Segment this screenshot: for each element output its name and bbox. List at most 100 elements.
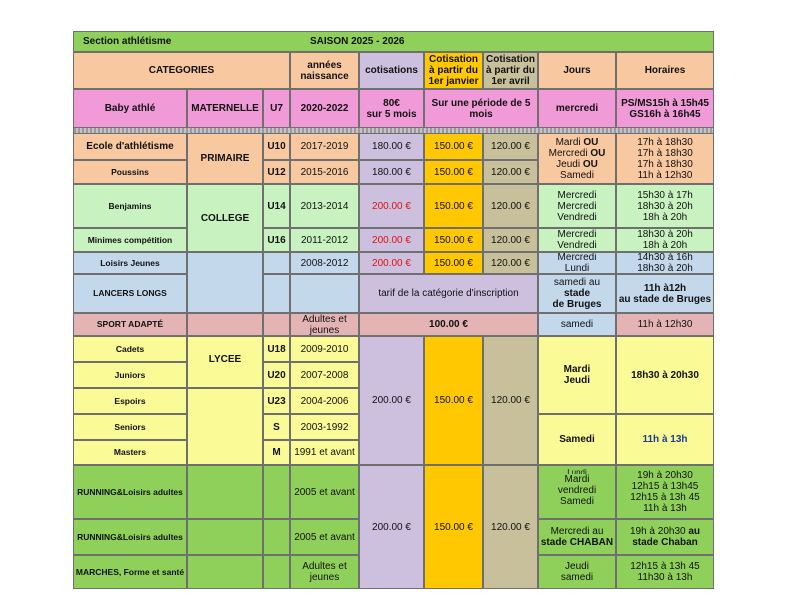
title-row: Section athlétisme SAISON 2025 - 2026: [73, 31, 714, 52]
lycee-jours-samedi: Samedi: [538, 414, 616, 465]
marches-code-blank: [263, 555, 290, 589]
benjamins-years: 2013-2014: [290, 184, 359, 228]
marches-jours: Jeudi samedi: [538, 555, 616, 589]
running1-name: RUNNING&Loisirs adultes: [73, 465, 187, 519]
poussins-code: U12: [263, 160, 290, 184]
poussins-cotisation-avril: 120.00 €: [483, 160, 538, 184]
season-title: SAISON 2025 - 2026: [310, 36, 405, 47]
adultes-cotisation: 200.00 €: [359, 465, 424, 589]
header-jours: Jours: [538, 52, 616, 89]
header-cotisation-avril: Cotisation à partir du 1er avril: [483, 52, 538, 89]
loisirs-cotisation-janvier: 150.00 €: [424, 252, 483, 274]
baby-code: U7: [263, 89, 290, 128]
running2-horaires: 19h à 20h30 au stade Chaban: [616, 519, 714, 555]
minimes-cotisation-avril: 120.00 €: [483, 228, 538, 252]
baby-jours: mercredi: [538, 89, 616, 128]
ecole-cotisation: 180.00 €: [359, 133, 424, 160]
masters-years: 1991 et avant: [290, 440, 359, 465]
poussins-name: Poussins: [73, 160, 187, 184]
group-primaire: PRIMAIRE: [187, 133, 263, 184]
running1-jours: Lundi Mardi vendredi Samedi: [538, 465, 616, 519]
adapte-name: SPORT ADAPTÉ: [73, 313, 187, 336]
minimes-cotisation-janvier: 150.00 €: [424, 228, 483, 252]
baby-group: MATERNELLE: [187, 89, 263, 128]
adultes-cotisation-avril: 120.00 €: [483, 465, 538, 589]
lancers-tarif: tarif de la catégorie d'inscription: [359, 274, 538, 313]
adapte-group-blank: [187, 313, 263, 336]
separator-band: [73, 128, 714, 133]
minimes-jours: Mercredi Vendredi: [538, 228, 616, 252]
seniors-name: Seniors: [73, 414, 187, 440]
benjamins-cotisation-avril: 120.00 €: [483, 184, 538, 228]
cadets-name: Cadets: [73, 336, 187, 362]
header-cotisation-janvier: Cotisation à partir du 1er janvier: [424, 52, 483, 89]
lancers-name: LANCERS LONGS: [73, 274, 187, 313]
running2-group-blank: [187, 519, 263, 555]
running1-code-blank: [263, 465, 290, 519]
lycee-jours-semaine: Mardi Jeudi: [538, 336, 616, 414]
lycee-cotisation-avril: 120.00 €: [483, 336, 538, 465]
running1-group-blank: [187, 465, 263, 519]
loisirs-name: Loisirs Jeunes: [73, 252, 187, 274]
minimes-years: 2011-2012: [290, 228, 359, 252]
masters-code: M: [263, 440, 290, 465]
benjamins-code: U14: [263, 184, 290, 228]
minimes-name: Minimes compétition: [73, 228, 187, 252]
benjamins-cotisation: 200.00 €: [359, 184, 424, 228]
loisirs-lancers-group-blank: [187, 252, 263, 313]
poussins-cotisation: 180.00 €: [359, 160, 424, 184]
poussins-cotisation-janvier: 150.00 €: [424, 160, 483, 184]
adapte-jours: samedi: [538, 313, 616, 336]
loisirs-code-blank: [263, 252, 290, 274]
group-college: COLLEGE: [187, 184, 263, 252]
header-horaires: Horaires: [616, 52, 714, 89]
minimes-code: U16: [263, 228, 290, 252]
seniors-code: S: [263, 414, 290, 440]
ecole-cotisation-avril: 120.00 €: [483, 133, 538, 160]
lycee-horaires-semaine: 18h30 à 20h30: [616, 336, 714, 414]
lancers-code-blank: [263, 274, 290, 313]
espoirs-years: 2004-2006: [290, 388, 359, 414]
loisirs-horaires: 14h30 à 16h 18h30 à 20h: [616, 252, 714, 274]
ecole-code: U10: [263, 133, 290, 160]
header-cotisations: cotisations: [359, 52, 424, 89]
baby-price: 80€ sur 5 mois: [359, 89, 424, 128]
lycee-group-blank: [187, 388, 263, 465]
seniors-years: 2003-1992: [290, 414, 359, 440]
marches-years: Adultes et jeunes: [290, 555, 359, 589]
running2-jours: Mercredi au stade CHABAN: [538, 519, 616, 555]
adapte-horaires: 11h à 12h30: [616, 313, 714, 336]
adapte-price: 100.00 €: [359, 313, 538, 336]
header-annees: années naissance: [290, 52, 359, 89]
loisirs-jours: Mercredi Lundi: [538, 252, 616, 274]
section-title: Section athlétisme: [83, 36, 172, 47]
marches-group-blank: [187, 555, 263, 589]
lycee-cotisation: 200.00 €: [359, 336, 424, 465]
running1-years: 2005 et avant: [290, 465, 359, 519]
adapte-years: Adultes et jeunes: [290, 313, 359, 336]
header-categories: CATEGORIES: [73, 52, 290, 89]
baby-years: 2020-2022: [290, 89, 359, 128]
ecole-name: Ecole d'athlétisme: [73, 133, 187, 160]
primaire-jours: Mardi OU Mercredi OU Jeudi OU Samedi: [538, 133, 616, 184]
juniors-years: 2007-2008: [290, 362, 359, 388]
adultes-cotisation-janvier: 150.00 €: [424, 465, 483, 589]
primaire-horaires: 17h à 18h30 17h à 18h30 17h à 18h30 11h à 1…: [616, 133, 714, 184]
espoirs-name: Espoirs: [73, 388, 187, 414]
benjamins-cotisation-janvier: 150.00 €: [424, 184, 483, 228]
ecole-cotisation-janvier: 150.00 €: [424, 133, 483, 160]
minimes-horaires: 18h30 à 20h 18h à 20h: [616, 228, 714, 252]
benjamins-horaires: 15h30 à 17h 18h30 à 20h 18h à 20h: [616, 184, 714, 228]
masters-name: Masters: [73, 440, 187, 465]
lancers-years-blank: [290, 274, 359, 313]
lycee-horaires-samedi: 11h à 13h: [616, 414, 714, 465]
loisirs-years: 2008-2012: [290, 252, 359, 274]
cadets-years: 2009-2010: [290, 336, 359, 362]
benjamins-jours: Mercredi Mercredi Vendredi: [538, 184, 616, 228]
group-lycee: LYCEE: [187, 336, 263, 388]
baby-period: Sur une période de 5 mois: [424, 89, 538, 128]
marches-name: MARCHES, Forme et santé: [73, 555, 187, 589]
lancers-horaires: 11h à12h au stade de Bruges: [616, 274, 714, 313]
minimes-cotisation: 200.00 €: [359, 228, 424, 252]
